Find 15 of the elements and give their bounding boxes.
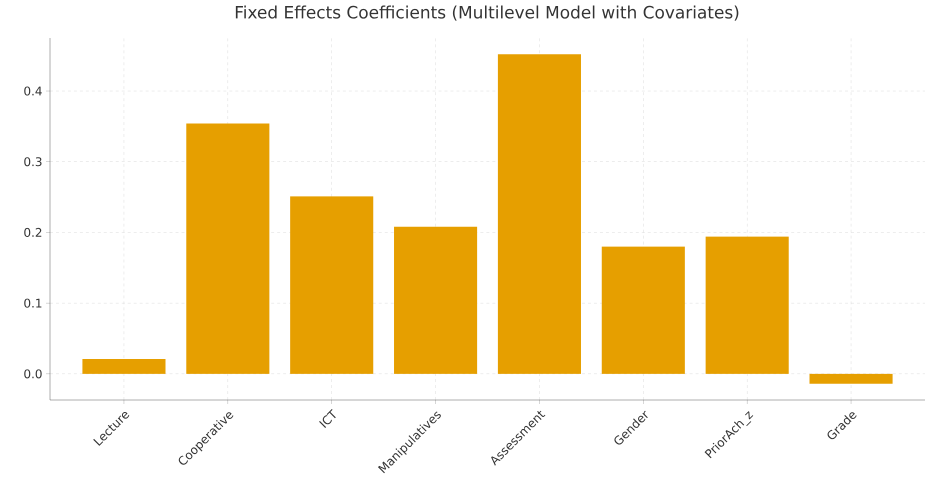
bar [602,246,685,374]
y-tick-label: 0.3 [24,157,42,166]
y-tick-label: 0.4 [24,86,42,96]
chart-title: Fixed Effects Coefficients (Multilevel Model with Covariates) [236,6,738,21]
bar [498,54,581,374]
bar [186,124,270,374]
bar [82,358,166,374]
y-tick-label: 0.1 [24,298,42,308]
x-tick-label: ICT [319,409,336,428]
bar [706,236,789,374]
y-tick-label: 0.2 [24,228,42,237]
bar [394,226,478,374]
bar [810,374,893,384]
y-tick-label: 0.0 [24,369,42,378]
bar [290,196,374,374]
